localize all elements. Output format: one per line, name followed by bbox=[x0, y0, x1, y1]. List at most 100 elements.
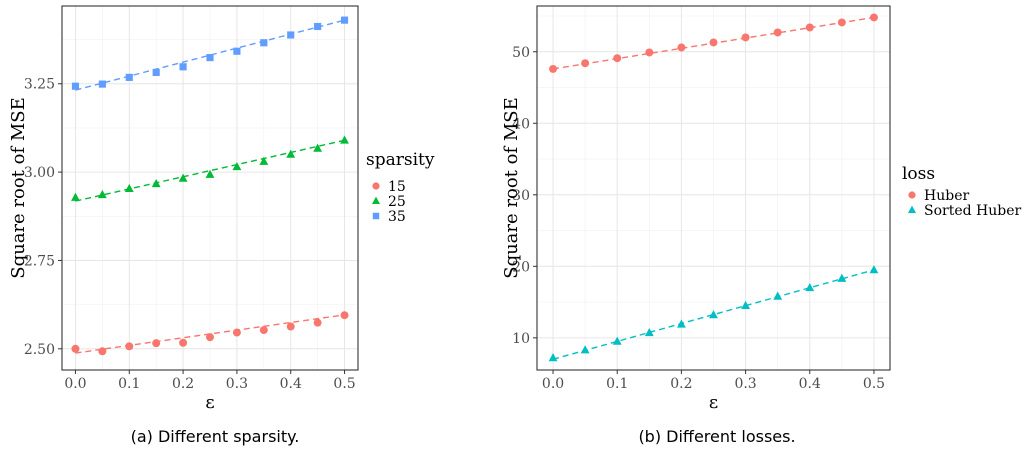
x-tick-label: 0.1 bbox=[606, 376, 628, 392]
data-point bbox=[97, 189, 107, 199]
data-point bbox=[286, 149, 296, 158]
legend-title: sparsity bbox=[366, 150, 435, 170]
data-point bbox=[178, 173, 188, 182]
y-tick-label: 2.75 bbox=[24, 253, 55, 269]
data-point bbox=[286, 322, 295, 331]
caption: (a) Different sparsity. bbox=[131, 427, 300, 446]
y-tick-label: 20 bbox=[512, 259, 530, 275]
x-axis-label: ε bbox=[709, 392, 718, 413]
legend-label: 15 bbox=[388, 179, 406, 195]
data-point bbox=[773, 28, 782, 37]
data-point bbox=[259, 326, 268, 335]
data-point bbox=[71, 344, 80, 353]
data-point bbox=[152, 339, 161, 348]
data-point bbox=[125, 342, 134, 351]
data-point bbox=[869, 265, 879, 274]
data-point bbox=[340, 135, 349, 144]
data-point bbox=[580, 345, 590, 354]
data-point bbox=[151, 178, 161, 188]
data-point bbox=[233, 47, 241, 55]
y-tick-label: 10 bbox=[512, 331, 530, 347]
data-point bbox=[709, 310, 718, 319]
legend-key bbox=[908, 205, 916, 214]
x-axis-label: ε bbox=[205, 392, 214, 413]
x-tick-label: 0.2 bbox=[670, 376, 692, 392]
legend-title: loss bbox=[902, 164, 935, 184]
legend-label: 25 bbox=[388, 194, 406, 210]
data-point bbox=[644, 328, 654, 337]
data-point bbox=[205, 169, 215, 178]
data-point bbox=[71, 192, 80, 201]
data-point bbox=[152, 68, 160, 77]
data-point bbox=[287, 31, 295, 39]
data-point bbox=[869, 13, 878, 22]
x-tick-label: 0.4 bbox=[280, 376, 302, 392]
data-point bbox=[124, 183, 134, 193]
data-point bbox=[676, 319, 686, 328]
data-point bbox=[612, 336, 622, 345]
y-axis-label: Square root of MSE bbox=[8, 97, 29, 279]
data-point bbox=[98, 80, 106, 88]
data-point bbox=[313, 143, 323, 152]
data-point bbox=[232, 328, 241, 337]
x-tick-label: 0.1 bbox=[118, 376, 140, 392]
y-tick-label: 40 bbox=[512, 116, 530, 132]
data-point bbox=[260, 39, 268, 47]
x-tick-label: 0.2 bbox=[172, 376, 194, 392]
x-tick-label: 0.5 bbox=[333, 376, 355, 392]
data-point bbox=[837, 18, 846, 27]
legend-key bbox=[908, 191, 916, 199]
y-tick-label: 3.00 bbox=[24, 165, 55, 181]
x-tick-label: 0.3 bbox=[734, 376, 756, 392]
x-tick-label: 0.0 bbox=[64, 376, 86, 392]
x-tick-label: 0.3 bbox=[226, 376, 248, 392]
data-point bbox=[805, 282, 815, 292]
legend-label: Huber bbox=[924, 188, 969, 204]
legend-key bbox=[372, 196, 380, 205]
data-point bbox=[206, 333, 214, 342]
data-point bbox=[125, 73, 133, 81]
legend-key bbox=[372, 182, 380, 190]
data-point bbox=[613, 54, 622, 63]
legend-key bbox=[372, 212, 380, 220]
data-point bbox=[837, 273, 847, 282]
data-point bbox=[259, 156, 269, 165]
legend-label: 35 bbox=[388, 209, 406, 225]
data-point bbox=[677, 43, 686, 52]
data-point bbox=[581, 59, 590, 68]
data-point bbox=[741, 300, 751, 309]
fit-line-35 bbox=[75, 19, 345, 91]
panel-losses: 0.0 0.1 0.2 0.3 0.4 0.5 10 20 30 40 50 ε Square root… bbox=[501, 5, 1022, 446]
y-tick-label: 3.25 bbox=[24, 77, 55, 93]
data-point bbox=[548, 353, 558, 362]
data-point bbox=[179, 63, 187, 71]
panel-sparsity: 0.0 0.1 0.2 0.3 0.4 0.5 2.50 2.75 3.00 3.25 ε Squar… bbox=[8, 5, 435, 446]
data-point bbox=[179, 338, 188, 347]
caption: (b) Different losses. bbox=[638, 427, 795, 446]
y-tick-label: 30 bbox=[512, 188, 530, 204]
fit-line-sorted-huber bbox=[552, 269, 875, 360]
data-point bbox=[645, 48, 654, 57]
data-point bbox=[71, 82, 80, 90]
data-point bbox=[773, 291, 783, 300]
data-point bbox=[709, 38, 718, 47]
data-point bbox=[549, 64, 558, 73]
data-point bbox=[314, 22, 322, 31]
plot-border bbox=[536, 5, 891, 371]
y-axis-label: Square root of MSE bbox=[501, 97, 522, 279]
y-tick-label: 2.50 bbox=[24, 342, 55, 358]
data-point bbox=[741, 33, 750, 42]
y-tick-label: 50 bbox=[512, 45, 530, 61]
legend-label: Sorted Huber bbox=[924, 203, 1022, 219]
x-tick-label: 0.4 bbox=[799, 376, 821, 392]
fit-line-25 bbox=[75, 139, 345, 202]
data-point bbox=[313, 318, 322, 327]
x-tick-label: 0.0 bbox=[542, 376, 564, 392]
data-point bbox=[98, 347, 107, 356]
data-point bbox=[805, 23, 814, 32]
data-point bbox=[206, 54, 214, 62]
x-tick-label: 0.5 bbox=[863, 376, 885, 392]
data-point bbox=[340, 311, 349, 320]
data-point bbox=[340, 16, 349, 24]
